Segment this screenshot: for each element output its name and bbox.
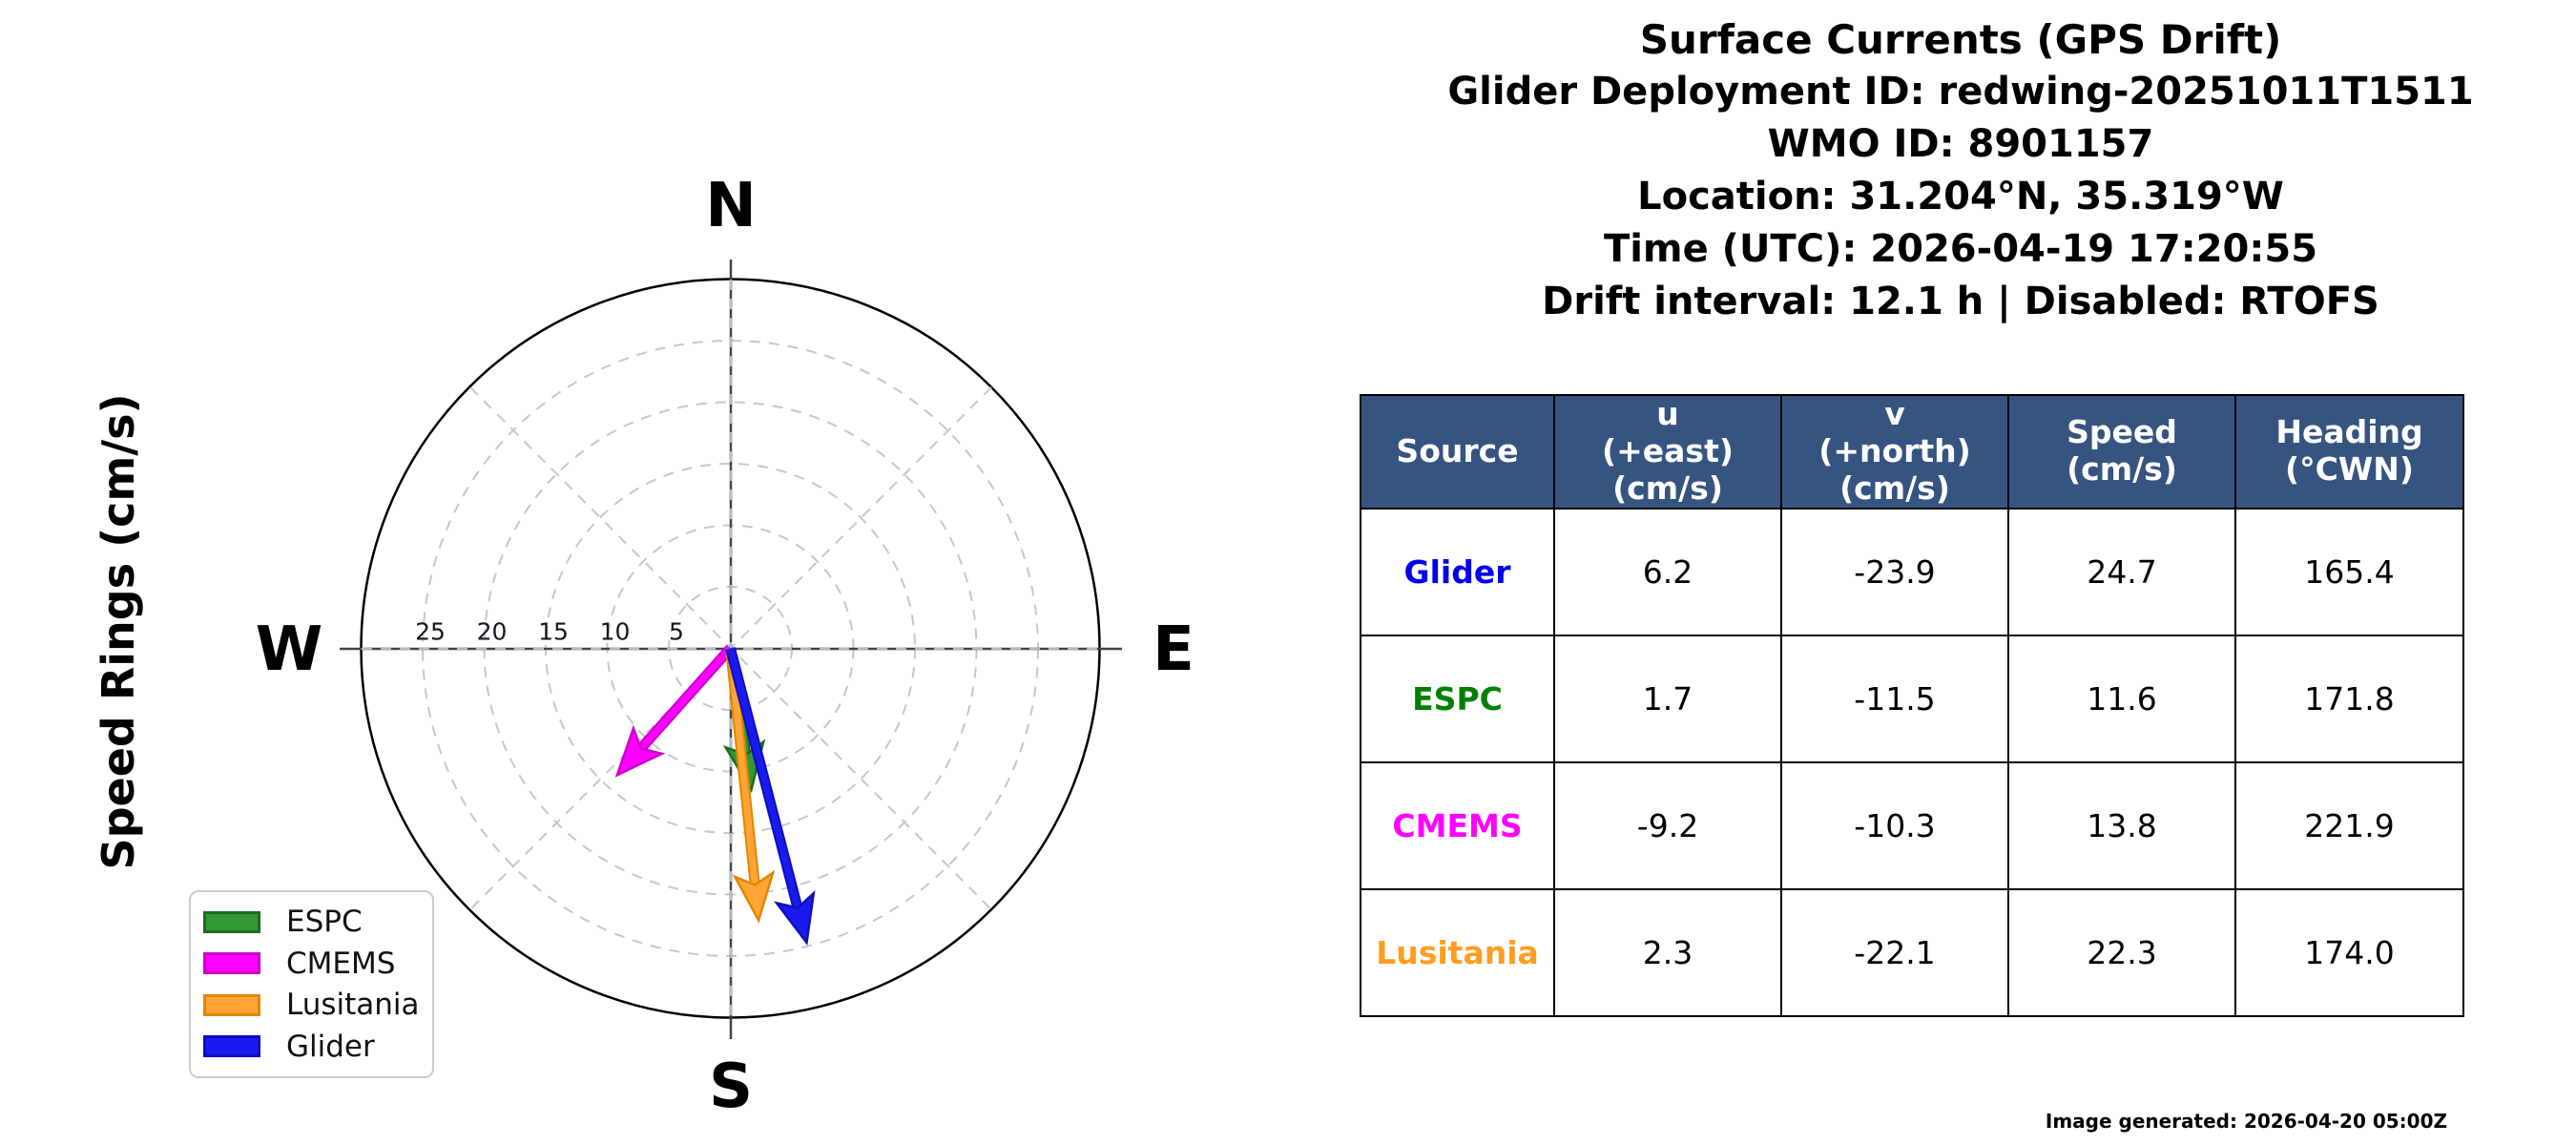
plot-title: Surface Currents (GPS Drift) [1639,16,2282,63]
quiver-arrow-lusitania [725,647,776,924]
legend-patch-glider [203,1035,260,1058]
cell-heading-glider: 165.4 [2234,507,2464,636]
legend-patch-espc [203,910,260,933]
drift-interval-line: Drift interval: 12.1 h | Disabled: RTOFS [1542,280,2379,323]
ring-tick-label-25: 25 [415,618,446,646]
ring-tick-label-5: 5 [669,618,684,646]
cell-speed-lusitania: 22.3 [2007,887,2236,1017]
cell-source-lusitania: Lusitania [1360,887,1555,1017]
cell-u-glider: 6.2 [1553,507,1782,636]
legend-item-espc: ESPC [203,905,426,939]
cell-heading-espc: 171.8 [2234,634,2464,763]
cell-u-espc: 1.7 [1553,634,1782,763]
ring-tick-label-10: 10 [600,618,631,646]
currents-table: Source u (+east) (cm/s) v (+north) (cm/s… [1360,394,2464,1017]
compass-labels-group: N E S W Speed Rings (cm/s) [93,171,1195,1122]
legend-patch-cmems [203,952,260,975]
polar-quiver-plot: 5 10 15 20 25 N E S W Speed Rings (cm/s) [93,171,1195,1122]
ring-tick-label-15: 15 [538,618,569,646]
quiver-arrows-group [614,644,816,946]
title-block: Surface Currents (GPS Drift) Glider Depl… [1345,13,2576,328]
table-row-espc: ESPC 1.7 -11.5 11.6 171.8 [1360,634,2464,763]
cell-v-cmems: -10.3 [1780,760,2009,890]
col-header-u: u (+east) (cm/s) [1553,394,1782,510]
cell-source-espc: ESPC [1360,634,1555,763]
cell-speed-glider: 24.7 [2007,507,2236,636]
legend-item-glider: Glider [203,1030,426,1064]
cell-v-espc: -11.5 [1780,634,2009,763]
cell-speed-cmems: 13.8 [2007,760,2236,890]
ring-tick-label-20: 20 [477,618,508,646]
cell-u-cmems: -9.2 [1553,760,1782,890]
wmo-id-line: WMO ID: 8901157 [1767,122,2154,166]
legend-label-lusitania: Lusitania [286,988,420,1023]
quiver-arrow-glider [725,647,816,946]
cell-heading-lusitania: 174.0 [2234,887,2464,1017]
cell-v-lusitania: -22.1 [1780,887,2009,1017]
col-header-speed: Speed (cm/s) [2007,394,2236,510]
col-header-source: Source [1360,394,1555,510]
table-header-row: Source u (+east) (cm/s) v (+north) (cm/s… [1360,394,2464,510]
compass-south-label: S [709,1051,753,1122]
ring-tick-labels-group: 5 10 15 20 25 [415,618,684,646]
legend-item-cmems: CMEMS [203,947,426,981]
quiver-arrow-cmems [614,644,735,778]
deployment-id-line: Glider Deployment ID: redwing-20251011T1… [1447,70,2474,114]
cell-u-lusitania: 2.3 [1553,887,1782,1017]
col-header-v: v (+north) (cm/s) [1780,394,2009,510]
cell-heading-cmems: 221.9 [2234,760,2464,890]
cell-source-glider: Glider [1360,507,1555,636]
legend-label-cmems: CMEMS [286,946,396,981]
time-line: Time (UTC): 2026-04-19 17:20:55 [1603,227,2318,271]
legend-label-glider: Glider [286,1029,375,1064]
cell-v-glider: -23.9 [1780,507,2009,636]
compass-north-label: N [705,171,757,241]
cell-source-cmems: CMEMS [1360,760,1555,890]
col-header-heading: Heading (°CWN) [2234,394,2464,510]
speed-rings-axis-label: Speed Rings (cm/s) [93,393,144,869]
legend-label-espc: ESPC [286,905,363,940]
legend-item-lusitania: Lusitania [203,988,426,1022]
compass-east-label: E [1153,614,1195,685]
cell-speed-espc: 11.6 [2007,634,2236,763]
generated-timestamp: Image generated: 2026-04-20 05:00Z [2045,1110,2447,1133]
legend: ESPC CMEMS Lusitania Glider [189,890,434,1078]
compass-west-label: W [256,614,323,685]
table-row-lusitania: Lusitania 2.3 -22.1 22.3 174.0 [1360,887,2464,1017]
table-row-glider: Glider 6.2 -23.9 24.7 165.4 [1360,507,2464,636]
legend-patch-lusitania [203,993,260,1016]
location-line: Location: 31.204°N, 35.319°W [1637,175,2284,219]
table-row-cmems: CMEMS -9.2 -10.3 13.8 221.9 [1360,760,2464,890]
